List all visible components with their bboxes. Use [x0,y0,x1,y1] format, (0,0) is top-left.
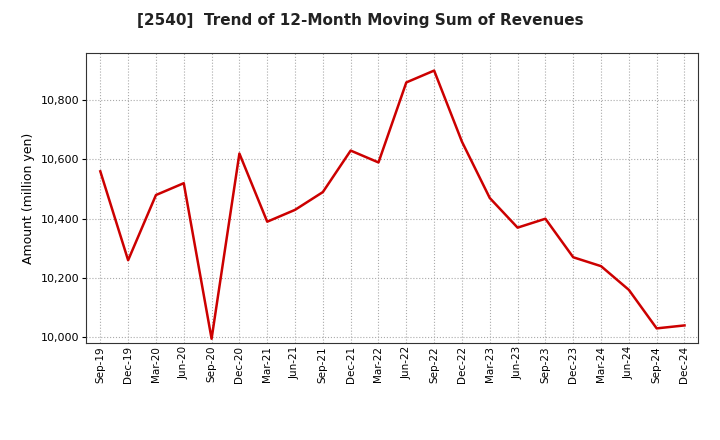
Y-axis label: Amount (million yen): Amount (million yen) [22,132,35,264]
Text: [2540]  Trend of 12-Month Moving Sum of Revenues: [2540] Trend of 12-Month Moving Sum of R… [137,13,583,28]
